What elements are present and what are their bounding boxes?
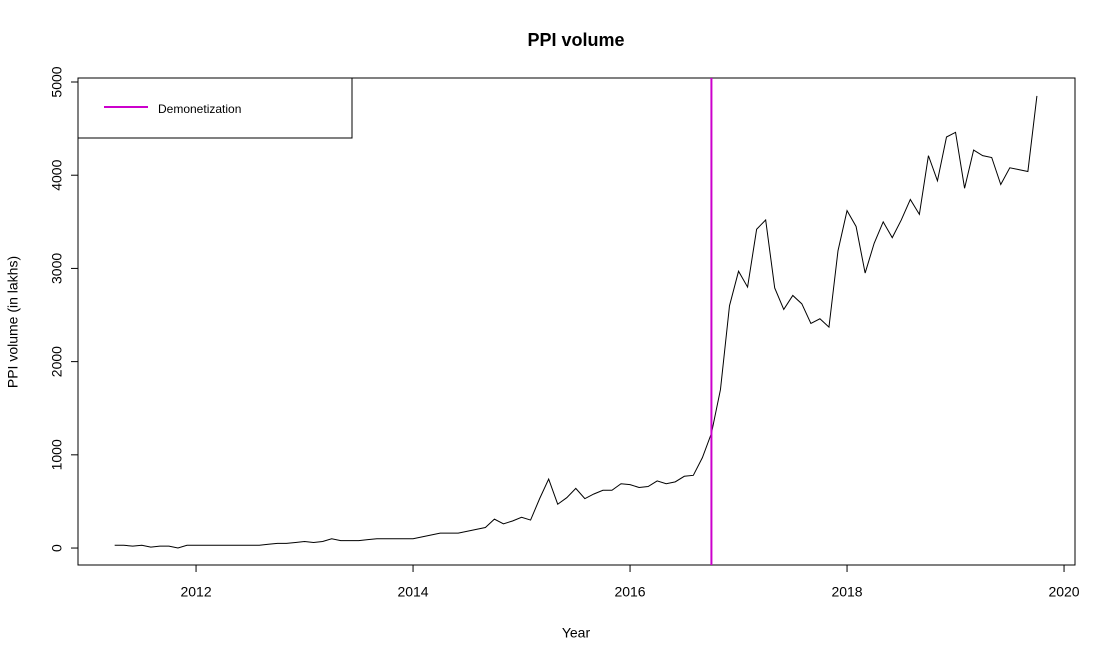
plot-frame — [77, 77, 1076, 566]
y-axis-label: PPI volume (in lakhs) — [5, 256, 21, 388]
x-tick-label: 2018 — [831, 584, 862, 600]
x-tick-label: 2020 — [1048, 584, 1079, 600]
y-tick-label: 2000 — [49, 346, 65, 377]
legend-label: Demonetization — [158, 102, 241, 116]
x-tick-label: 2014 — [397, 584, 428, 600]
x-axis-label: Year — [562, 625, 591, 641]
y-tick-label: 1000 — [49, 439, 65, 470]
y-tick-label: 5000 — [49, 66, 65, 97]
y-tick-label: 0 — [49, 544, 65, 552]
chart-title: PPI volume — [527, 30, 624, 50]
x-tick-label: 2012 — [180, 584, 211, 600]
y-tick-label: 4000 — [49, 159, 65, 190]
x-tick-label: 2016 — [614, 584, 645, 600]
y-tick-label: 3000 — [49, 253, 65, 284]
data-line — [114, 95, 1038, 549]
